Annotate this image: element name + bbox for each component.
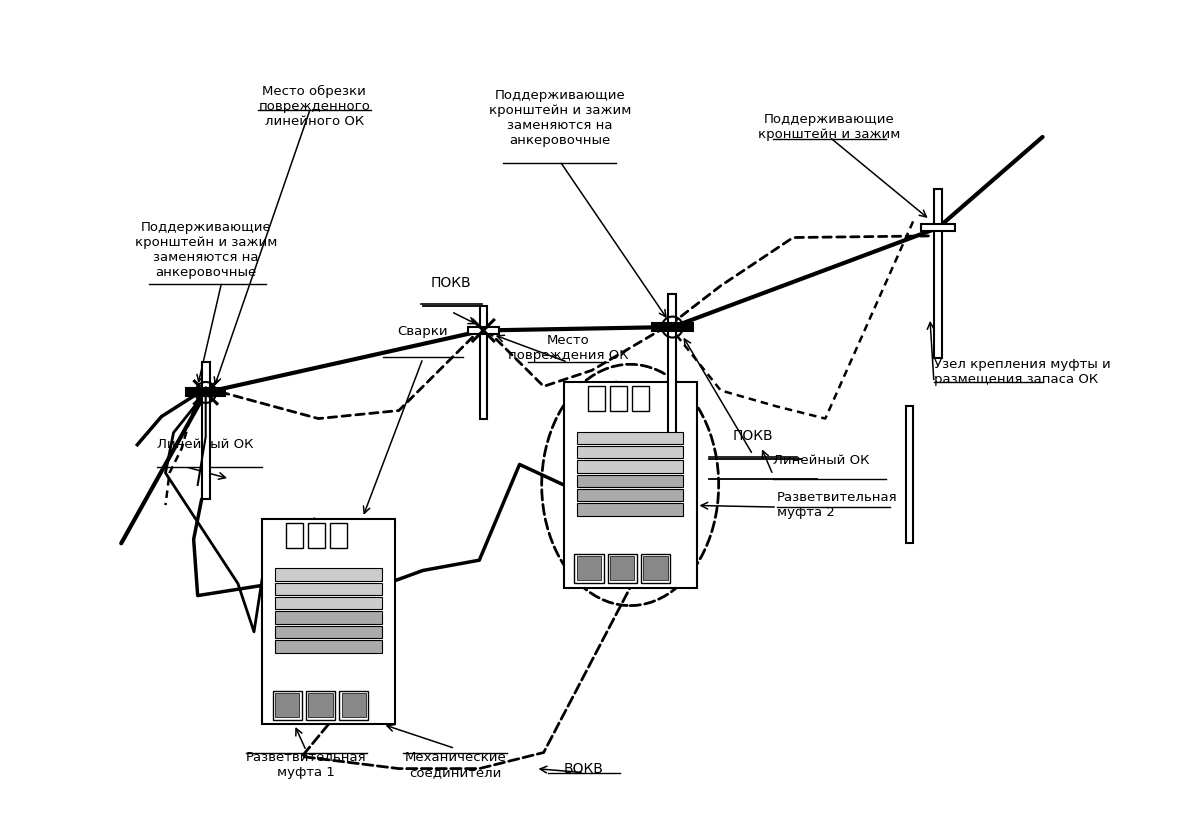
- Text: Линейный ОК: Линейный ОК: [773, 454, 869, 467]
- Bar: [607, 554, 637, 583]
- Bar: [308, 524, 325, 548]
- Bar: [342, 693, 366, 717]
- Bar: [668, 293, 677, 443]
- Bar: [577, 489, 683, 502]
- Text: ВОКВ: ВОКВ: [564, 762, 604, 776]
- Bar: [641, 554, 670, 583]
- Bar: [272, 691, 302, 720]
- Bar: [632, 386, 649, 411]
- Bar: [262, 520, 395, 724]
- Bar: [275, 626, 382, 638]
- Text: Разветвительная
муфта 1: Разветвительная муфта 1: [246, 751, 367, 779]
- Bar: [275, 568, 382, 580]
- Bar: [577, 503, 683, 515]
- Bar: [906, 406, 913, 543]
- Bar: [643, 556, 667, 580]
- Text: Место обрезки
поврежденного
линейного ОК: Место обрезки поврежденного линейного ОК: [258, 85, 371, 128]
- Bar: [275, 597, 382, 610]
- Bar: [922, 224, 955, 232]
- Bar: [480, 306, 487, 419]
- Bar: [577, 556, 601, 580]
- Bar: [275, 611, 382, 624]
- Text: Разветвительная
муфта 2: Разветвительная муфта 2: [778, 491, 898, 519]
- Text: Линейный ОК: Линейный ОК: [157, 437, 254, 450]
- Text: ПОКВ: ПОКВ: [431, 276, 472, 289]
- Bar: [275, 640, 382, 653]
- Bar: [275, 693, 300, 717]
- Text: ПОКВ: ПОКВ: [732, 428, 773, 443]
- Bar: [564, 382, 696, 588]
- Bar: [653, 323, 692, 331]
- Bar: [186, 389, 226, 397]
- Bar: [934, 189, 942, 359]
- Bar: [286, 524, 304, 548]
- Text: Узел крепления муфты и
размещения запаса ОК: Узел крепления муфты и размещения запаса…: [934, 359, 1111, 386]
- Bar: [308, 693, 332, 717]
- Bar: [588, 386, 605, 411]
- Bar: [610, 386, 628, 411]
- Bar: [468, 327, 499, 334]
- Bar: [330, 524, 347, 548]
- Bar: [575, 554, 604, 583]
- Bar: [577, 446, 683, 459]
- Text: Поддерживающие
кронштейн и зажим
заменяются на
анкеровочные: Поддерживающие кронштейн и зажим заменяю…: [488, 89, 631, 146]
- Text: Место
повреждения ОК: Место повреждения ОК: [508, 334, 628, 362]
- Text: Поддерживающие
кронштейн и зажим
заменяются на
анкеровочные: Поддерживающие кронштейн и зажим заменяю…: [134, 221, 277, 280]
- Bar: [340, 691, 368, 720]
- Bar: [275, 583, 382, 595]
- Bar: [577, 432, 683, 444]
- Text: Сварки: Сварки: [397, 325, 449, 338]
- Text: Поддерживающие
кронштейн и зажим: Поддерживающие кронштейн и зажим: [758, 113, 900, 141]
- Text: Механические
соединители: Механические соединители: [404, 751, 506, 779]
- Bar: [577, 460, 683, 472]
- Bar: [202, 363, 210, 499]
- Bar: [577, 475, 683, 487]
- Bar: [610, 556, 635, 580]
- Bar: [306, 691, 335, 720]
